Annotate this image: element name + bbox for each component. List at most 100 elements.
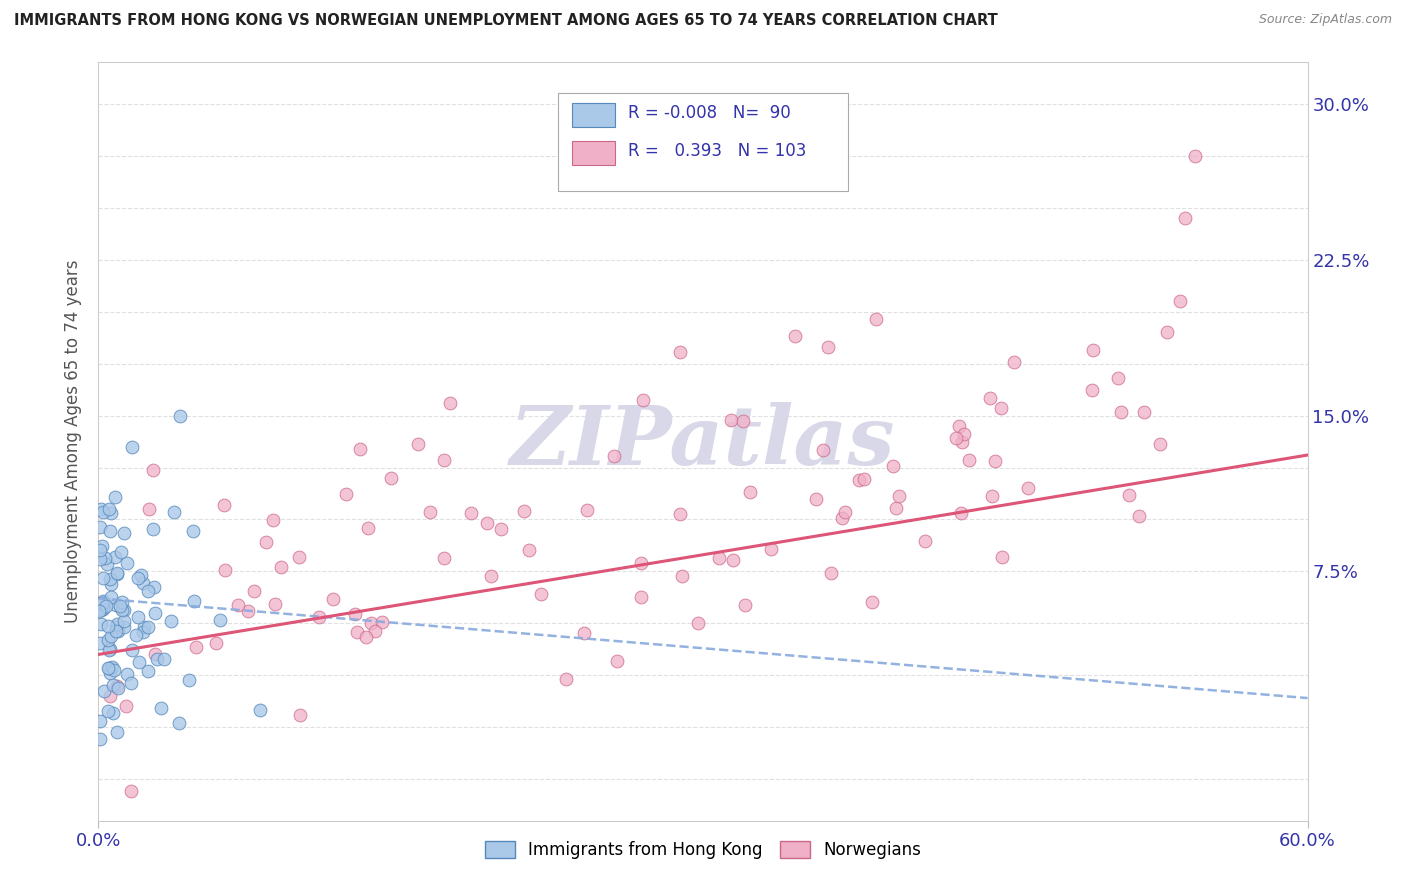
Point	[104, 550, 127, 565]
Point	[91, 594, 114, 608]
Point	[671, 569, 693, 583]
Point	[1017, 481, 1039, 495]
Point	[882, 459, 904, 474]
Point	[89, 519, 111, 533]
Point	[1133, 405, 1156, 419]
Point	[181, 524, 204, 538]
Point	[262, 513, 284, 527]
Point	[981, 489, 1004, 503]
Point	[107, 679, 129, 693]
Point	[852, 473, 875, 487]
Point	[364, 624, 387, 639]
Point	[354, 631, 377, 645]
Point	[115, 666, 138, 681]
Point	[238, 604, 260, 618]
Point	[111, 603, 134, 617]
Point	[93, 505, 115, 519]
Point	[707, 550, 730, 565]
Text: R = -0.008   N=  90: R = -0.008 N= 90	[628, 104, 790, 122]
Point	[370, 615, 392, 629]
Point	[97, 619, 120, 633]
Point	[111, 595, 134, 609]
Point	[98, 661, 121, 675]
Point	[132, 624, 155, 639]
Point	[1168, 294, 1191, 309]
Point	[100, 524, 122, 539]
Point	[380, 471, 402, 485]
Point	[686, 616, 709, 631]
Point	[112, 603, 135, 617]
Point	[1002, 355, 1025, 369]
FancyBboxPatch shape	[558, 93, 848, 191]
Point	[93, 595, 115, 609]
Point	[98, 689, 121, 703]
Point	[576, 503, 599, 517]
FancyBboxPatch shape	[572, 103, 614, 127]
Point	[132, 620, 155, 634]
Point	[112, 614, 135, 628]
Point	[96, 599, 118, 614]
Point	[97, 632, 120, 647]
Point	[1184, 149, 1206, 163]
Point	[98, 666, 121, 681]
Point	[513, 504, 536, 518]
Point	[143, 647, 166, 661]
Point	[163, 505, 186, 519]
Point	[114, 699, 136, 714]
Text: Source: ZipAtlas.com: Source: ZipAtlas.com	[1258, 13, 1392, 27]
Point	[138, 665, 160, 679]
Point	[89, 543, 111, 558]
Point	[1107, 371, 1129, 385]
Point	[101, 660, 124, 674]
Point	[720, 413, 742, 427]
Point	[346, 624, 368, 639]
Point	[817, 340, 839, 354]
Text: ZIPatlas: ZIPatlas	[510, 401, 896, 482]
Point	[287, 549, 309, 564]
Point	[517, 542, 540, 557]
Point	[115, 557, 138, 571]
Point	[93, 684, 115, 698]
Point	[107, 681, 129, 695]
Point	[97, 661, 120, 675]
Point	[89, 552, 111, 566]
Point	[249, 703, 271, 717]
Point	[433, 453, 456, 467]
Point	[90, 602, 112, 616]
Point	[98, 642, 121, 657]
Point	[831, 511, 853, 525]
Point	[308, 610, 330, 624]
Point	[160, 614, 183, 628]
Point	[127, 571, 149, 585]
Point	[105, 566, 128, 580]
Point	[1118, 488, 1140, 502]
Point	[89, 731, 111, 746]
Point	[124, 627, 146, 641]
Point	[343, 607, 366, 621]
Point	[150, 701, 173, 715]
Point	[889, 489, 911, 503]
Point	[948, 419, 970, 434]
Point	[226, 598, 249, 612]
Point	[254, 534, 277, 549]
Point	[169, 409, 191, 423]
Point	[862, 595, 884, 609]
Point	[460, 506, 482, 520]
Text: IMMIGRANTS FROM HONG KONG VS NORWEGIAN UNEMPLOYMENT AMONG AGES 65 TO 74 YEARS CO: IMMIGRANTS FROM HONG KONG VS NORWEGIAN U…	[14, 13, 998, 29]
Point	[263, 598, 285, 612]
Point	[322, 592, 344, 607]
Point	[603, 449, 626, 463]
Point	[212, 498, 235, 512]
Point	[132, 575, 155, 590]
Point	[167, 716, 190, 731]
Point	[979, 391, 1001, 405]
Point	[950, 506, 973, 520]
Point	[433, 551, 456, 566]
Point	[489, 522, 512, 536]
Point	[990, 550, 1012, 565]
Point	[97, 704, 120, 718]
Point	[957, 453, 980, 467]
Point	[357, 521, 380, 535]
Point	[183, 594, 205, 608]
Point	[186, 640, 208, 655]
